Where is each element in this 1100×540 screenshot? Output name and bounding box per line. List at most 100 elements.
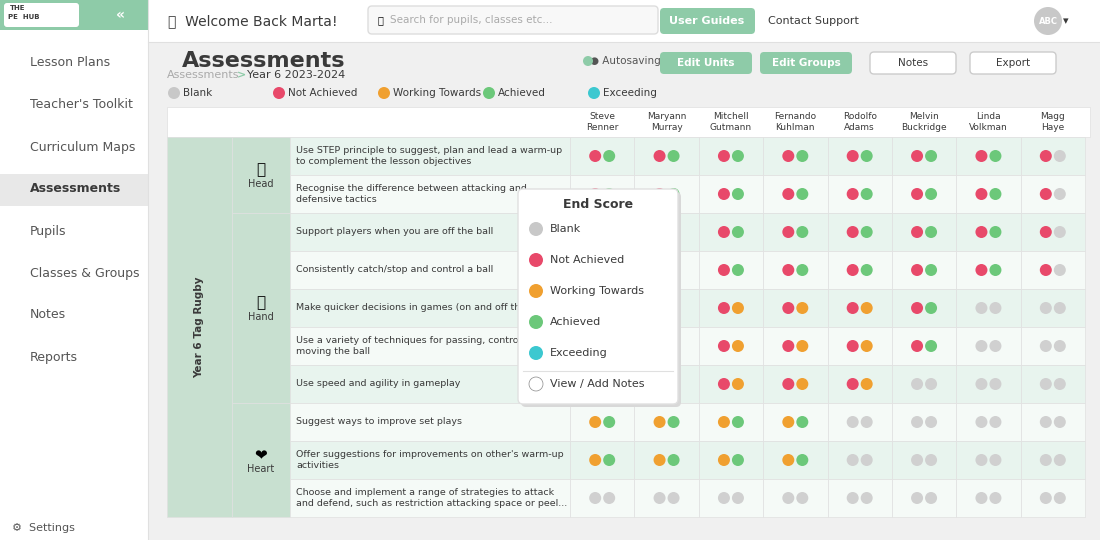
- Circle shape: [911, 226, 923, 238]
- Circle shape: [732, 264, 744, 276]
- Circle shape: [1040, 302, 1052, 314]
- Circle shape: [603, 454, 615, 466]
- FancyBboxPatch shape: [1021, 175, 1085, 213]
- Text: Pupils: Pupils: [30, 225, 66, 238]
- Circle shape: [168, 87, 180, 99]
- FancyBboxPatch shape: [290, 327, 570, 365]
- Circle shape: [847, 188, 859, 200]
- Circle shape: [668, 302, 680, 314]
- Circle shape: [796, 454, 808, 466]
- Circle shape: [989, 302, 1001, 314]
- FancyBboxPatch shape: [827, 289, 892, 327]
- FancyBboxPatch shape: [570, 137, 635, 175]
- FancyBboxPatch shape: [635, 213, 698, 251]
- Circle shape: [732, 454, 744, 466]
- Circle shape: [782, 226, 794, 238]
- Circle shape: [796, 188, 808, 200]
- FancyBboxPatch shape: [570, 479, 635, 517]
- Circle shape: [732, 492, 744, 504]
- Circle shape: [911, 264, 923, 276]
- FancyBboxPatch shape: [956, 175, 1021, 213]
- FancyBboxPatch shape: [290, 365, 570, 403]
- FancyBboxPatch shape: [1021, 365, 1085, 403]
- Text: Steve
Renner: Steve Renner: [586, 112, 618, 132]
- Circle shape: [989, 378, 1001, 390]
- FancyBboxPatch shape: [1021, 137, 1085, 175]
- Circle shape: [782, 188, 794, 200]
- FancyBboxPatch shape: [956, 213, 1021, 251]
- FancyBboxPatch shape: [763, 251, 827, 289]
- Text: Magg
Haye: Magg Haye: [1041, 112, 1065, 132]
- Circle shape: [718, 340, 730, 352]
- FancyBboxPatch shape: [232, 403, 290, 517]
- Circle shape: [668, 492, 680, 504]
- FancyBboxPatch shape: [698, 213, 763, 251]
- FancyBboxPatch shape: [827, 441, 892, 479]
- Circle shape: [976, 188, 988, 200]
- Circle shape: [1040, 416, 1052, 428]
- Circle shape: [925, 302, 937, 314]
- FancyBboxPatch shape: [763, 365, 827, 403]
- Circle shape: [925, 416, 937, 428]
- Text: Working Towards: Working Towards: [393, 88, 481, 98]
- FancyBboxPatch shape: [892, 175, 956, 213]
- Text: Year 6 2023-2024: Year 6 2023-2024: [248, 70, 345, 80]
- FancyBboxPatch shape: [0, 174, 148, 206]
- Circle shape: [732, 416, 744, 428]
- Circle shape: [1054, 150, 1066, 162]
- Circle shape: [718, 226, 730, 238]
- Circle shape: [989, 340, 1001, 352]
- FancyBboxPatch shape: [892, 441, 956, 479]
- FancyBboxPatch shape: [1021, 441, 1085, 479]
- Circle shape: [718, 188, 730, 200]
- Circle shape: [989, 188, 1001, 200]
- Circle shape: [1034, 7, 1062, 35]
- Text: Recognise the difference between attacking and
defensive tactics: Recognise the difference between attacki…: [296, 184, 527, 204]
- Circle shape: [583, 56, 593, 66]
- Text: Mitchell
Gutmann: Mitchell Gutmann: [710, 112, 752, 132]
- FancyBboxPatch shape: [290, 479, 570, 517]
- Circle shape: [796, 378, 808, 390]
- Circle shape: [782, 302, 794, 314]
- FancyBboxPatch shape: [635, 251, 698, 289]
- Text: Exceeding: Exceeding: [550, 348, 607, 358]
- FancyBboxPatch shape: [956, 479, 1021, 517]
- Text: Classes & Groups: Classes & Groups: [30, 267, 140, 280]
- Text: Consistently catch/stop and control a ball: Consistently catch/stop and control a ba…: [296, 266, 493, 274]
- FancyBboxPatch shape: [518, 189, 678, 404]
- Circle shape: [668, 226, 680, 238]
- Circle shape: [590, 340, 602, 352]
- Text: Heart: Heart: [248, 464, 275, 474]
- FancyBboxPatch shape: [892, 137, 956, 175]
- FancyBboxPatch shape: [956, 441, 1021, 479]
- Circle shape: [989, 264, 1001, 276]
- Circle shape: [483, 87, 495, 99]
- Circle shape: [796, 416, 808, 428]
- Circle shape: [976, 492, 988, 504]
- Circle shape: [668, 454, 680, 466]
- Text: >: >: [236, 70, 246, 80]
- Text: Support players when you are off the ball: Support players when you are off the bal…: [296, 227, 493, 237]
- Circle shape: [588, 87, 600, 99]
- FancyBboxPatch shape: [570, 403, 635, 441]
- Circle shape: [603, 150, 615, 162]
- Text: Fernando
Kuhlman: Fernando Kuhlman: [774, 112, 816, 132]
- Circle shape: [847, 454, 859, 466]
- Circle shape: [1054, 454, 1066, 466]
- FancyBboxPatch shape: [148, 0, 1100, 42]
- FancyBboxPatch shape: [368, 6, 658, 34]
- FancyBboxPatch shape: [698, 365, 763, 403]
- FancyBboxPatch shape: [698, 175, 763, 213]
- Polygon shape: [0, 0, 140, 30]
- FancyBboxPatch shape: [635, 403, 698, 441]
- Circle shape: [668, 378, 680, 390]
- Circle shape: [847, 226, 859, 238]
- FancyBboxPatch shape: [4, 3, 79, 27]
- FancyBboxPatch shape: [635, 365, 698, 403]
- Circle shape: [732, 150, 744, 162]
- Text: ABC: ABC: [1038, 17, 1057, 25]
- Text: Curriculum Maps: Curriculum Maps: [30, 140, 135, 153]
- Text: Lesson Plans: Lesson Plans: [30, 57, 110, 70]
- FancyBboxPatch shape: [892, 403, 956, 441]
- Text: Melvin
Buckridge: Melvin Buckridge: [901, 112, 947, 132]
